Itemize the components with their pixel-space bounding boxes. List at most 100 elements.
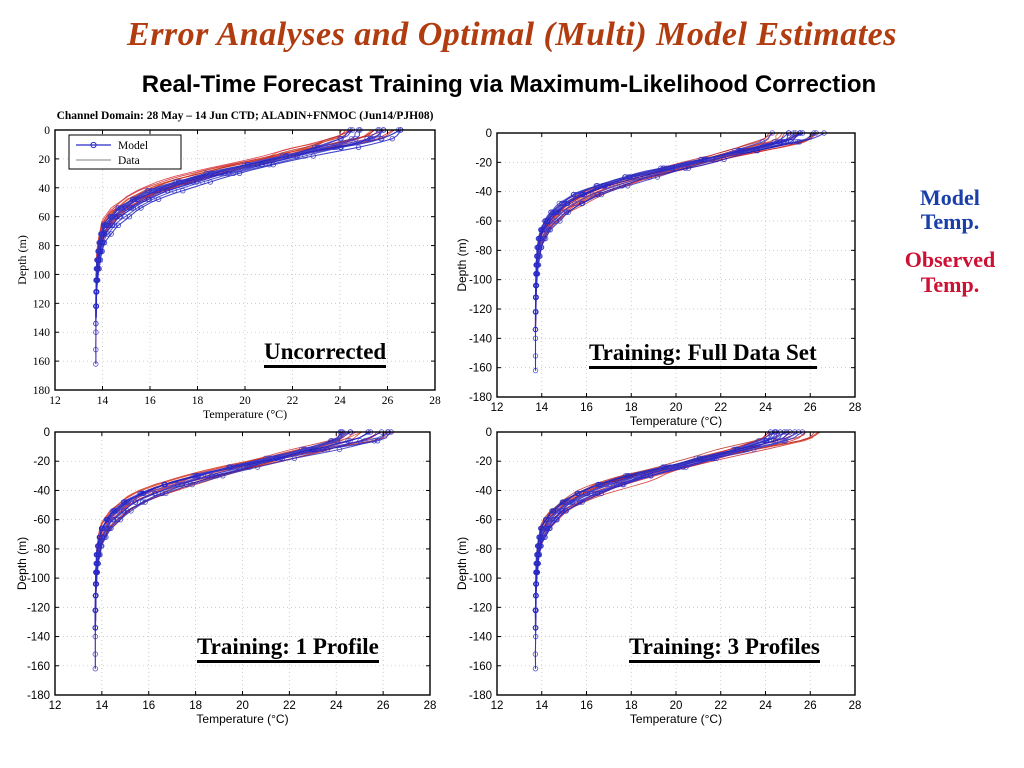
svg-text:Temperature (°C): Temperature (°C) xyxy=(196,712,288,726)
svg-text:18: 18 xyxy=(189,700,202,712)
svg-text:20: 20 xyxy=(670,402,683,414)
svg-text:40: 40 xyxy=(39,183,51,195)
svg-text:28: 28 xyxy=(849,700,862,712)
svg-text:-140: -140 xyxy=(469,632,492,644)
svg-text:160: 160 xyxy=(33,356,51,368)
svg-text:140: 140 xyxy=(33,327,51,339)
svg-text:100: 100 xyxy=(33,269,51,281)
svg-text:12: 12 xyxy=(491,402,504,414)
annotation-training-1-profile: Training: 1 Profile xyxy=(197,634,379,664)
svg-text:12: 12 xyxy=(49,395,61,407)
svg-text:-120: -120 xyxy=(469,602,492,614)
svg-text:-160: -160 xyxy=(469,661,492,673)
svg-text:26: 26 xyxy=(377,700,390,712)
profile-chart-uncorrected: 12 14 16 18 20 22 24 26 28 0 20 40 60 80 100 120 140 160 1… xyxy=(15,110,441,421)
svg-text:12: 12 xyxy=(491,700,504,712)
svg-text:16: 16 xyxy=(144,395,156,407)
svg-text:28: 28 xyxy=(429,395,441,407)
svg-text:0: 0 xyxy=(44,427,50,439)
svg-text:12: 12 xyxy=(49,700,62,712)
annotation-training-3-profiles: Training: 3 Profiles xyxy=(629,634,820,664)
svg-text:0: 0 xyxy=(44,125,50,137)
svg-text:120: 120 xyxy=(33,298,51,310)
svg-text:-180: -180 xyxy=(27,690,50,702)
svg-text:14: 14 xyxy=(535,402,548,414)
svg-text:-120: -120 xyxy=(27,602,50,614)
svg-text:0: 0 xyxy=(486,128,492,140)
svg-text:-120: -120 xyxy=(469,304,492,316)
svg-text:-160: -160 xyxy=(27,661,50,673)
svg-text:-80: -80 xyxy=(475,245,492,257)
profile-chart-training-3-profiles: 12 14 16 18 20 22 24 26 28 0 -20 -40 -60 -80 -100 -120 -… xyxy=(455,427,862,726)
model-temp-label: Model Temp. xyxy=(920,185,980,235)
svg-text:Depth (m): Depth (m) xyxy=(15,537,29,590)
svg-text:-40: -40 xyxy=(475,485,492,497)
svg-text:26: 26 xyxy=(804,402,817,414)
svg-text:-80: -80 xyxy=(475,544,492,556)
svg-text:16: 16 xyxy=(142,700,155,712)
svg-text:-60: -60 xyxy=(475,515,492,527)
svg-text:-100: -100 xyxy=(469,275,492,287)
svg-text:24: 24 xyxy=(759,402,772,414)
svg-text:14: 14 xyxy=(97,395,109,407)
svg-text:20: 20 xyxy=(239,395,251,407)
svg-text:-60: -60 xyxy=(475,216,492,228)
svg-text:28: 28 xyxy=(849,402,862,414)
svg-text:-40: -40 xyxy=(33,485,50,497)
svg-text:Depth (m): Depth (m) xyxy=(15,235,29,285)
profile-chart-training-full-data-set: 12 14 16 18 20 22 24 26 28 0 -20 -40 -60 -80 -100 -120 -… xyxy=(455,128,862,428)
svg-text:-180: -180 xyxy=(469,392,492,404)
svg-text:Depth (m): Depth (m) xyxy=(455,537,469,590)
annotation-training-full-data-set: Training: Full Data Set xyxy=(589,340,817,370)
svg-text:22: 22 xyxy=(287,395,299,407)
svg-text:24: 24 xyxy=(330,700,343,712)
svg-text:26: 26 xyxy=(382,395,394,407)
svg-text:14: 14 xyxy=(535,700,548,712)
svg-text:60: 60 xyxy=(39,212,51,224)
svg-text:22: 22 xyxy=(714,402,727,414)
annotation-uncorrected: Uncorrected xyxy=(264,339,387,369)
svg-text:-180: -180 xyxy=(469,690,492,702)
svg-text:Channel Domain: 28 May – 14 J: Channel Domain: 28 May – 14 Jun CTD; ALA… xyxy=(57,110,434,122)
svg-text:24: 24 xyxy=(759,700,772,712)
svg-text:24: 24 xyxy=(334,395,346,407)
svg-text:22: 22 xyxy=(283,700,296,712)
svg-text:-20: -20 xyxy=(475,456,492,468)
svg-text:180: 180 xyxy=(33,385,51,397)
svg-text:0: 0 xyxy=(486,427,492,439)
svg-text:-80: -80 xyxy=(33,544,50,556)
side-legend: Model Temp. Observed Temp. xyxy=(880,185,1020,311)
page-subtitle: Real-Time Forecast Training via Maximum-… xyxy=(141,71,877,98)
svg-text:20: 20 xyxy=(670,700,683,712)
svg-text:28: 28 xyxy=(424,700,437,712)
svg-text:20: 20 xyxy=(39,154,51,166)
svg-text:18: 18 xyxy=(625,700,638,712)
page-title: Error Analyses and Optimal (Multi) Model… xyxy=(127,16,897,53)
svg-text:-60: -60 xyxy=(33,515,50,527)
svg-text:-20: -20 xyxy=(33,456,50,468)
svg-text:-160: -160 xyxy=(469,363,492,375)
observed-temp-label: Observed Temp. xyxy=(904,247,996,297)
svg-text:-140: -140 xyxy=(469,333,492,345)
svg-text:-100: -100 xyxy=(27,573,50,585)
svg-text:Temperature (°C): Temperature (°C) xyxy=(203,407,287,421)
profile-chart-training-1-profile: 12 14 16 18 20 22 24 26 28 0 -20 -40 -60 -80 -100 -120 -… xyxy=(15,427,437,726)
svg-text:16: 16 xyxy=(580,402,593,414)
svg-text:-40: -40 xyxy=(475,187,492,199)
svg-text:-20: -20 xyxy=(475,157,492,169)
svg-text:18: 18 xyxy=(625,402,638,414)
svg-text:14: 14 xyxy=(95,700,108,712)
svg-text:Model: Model xyxy=(118,140,148,152)
svg-text:26: 26 xyxy=(804,700,817,712)
svg-text:Temperature (°C): Temperature (°C) xyxy=(630,712,722,726)
svg-text:16: 16 xyxy=(580,700,593,712)
svg-text:-100: -100 xyxy=(469,573,492,585)
svg-text:Depth (m): Depth (m) xyxy=(455,238,469,291)
svg-text:Temperature (°C): Temperature (°C) xyxy=(630,414,722,428)
svg-text:18: 18 xyxy=(192,395,204,407)
svg-text:20: 20 xyxy=(236,700,249,712)
svg-text:22: 22 xyxy=(714,700,727,712)
svg-text:Data: Data xyxy=(118,155,140,167)
svg-text:80: 80 xyxy=(39,241,51,253)
svg-text:-140: -140 xyxy=(27,632,50,644)
